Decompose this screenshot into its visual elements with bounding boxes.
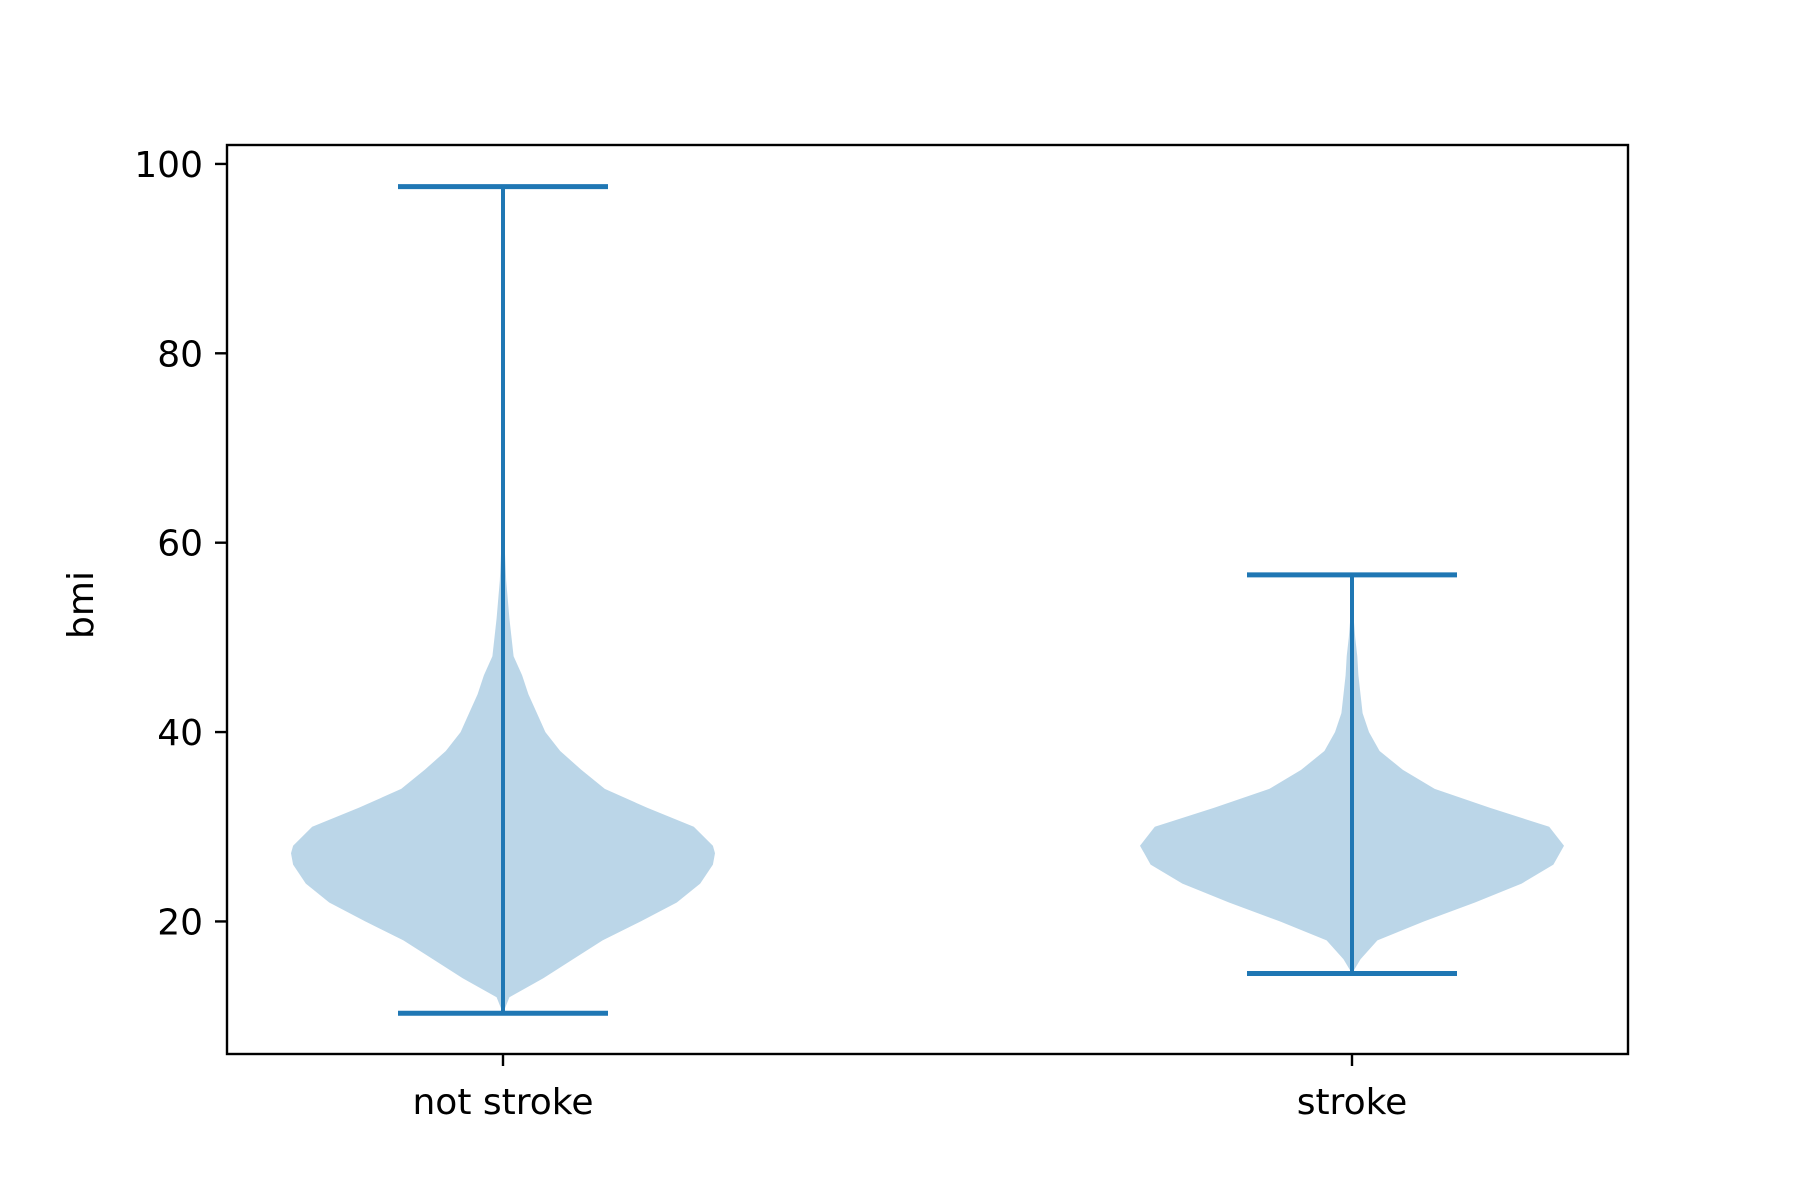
stat-line-layer (398, 184, 1457, 1016)
axes-frame (225, 143, 1630, 1056)
x-tick-label: not stroke (412, 1082, 593, 1123)
y-axis-ticks: 20 40 60 80 100 (134, 145, 227, 943)
y-tick-label: 60 (157, 524, 203, 565)
x-tick-label: stroke (1297, 1082, 1408, 1123)
y-tick-label: 80 (157, 334, 203, 375)
y-tick-label: 40 (157, 713, 203, 754)
y-tick-label: 20 (157, 902, 203, 943)
y-tick-label: 100 (134, 145, 203, 186)
y-axis-label: bmi (61, 571, 102, 639)
x-axis-ticks: not stroke stroke (412, 1054, 1407, 1123)
